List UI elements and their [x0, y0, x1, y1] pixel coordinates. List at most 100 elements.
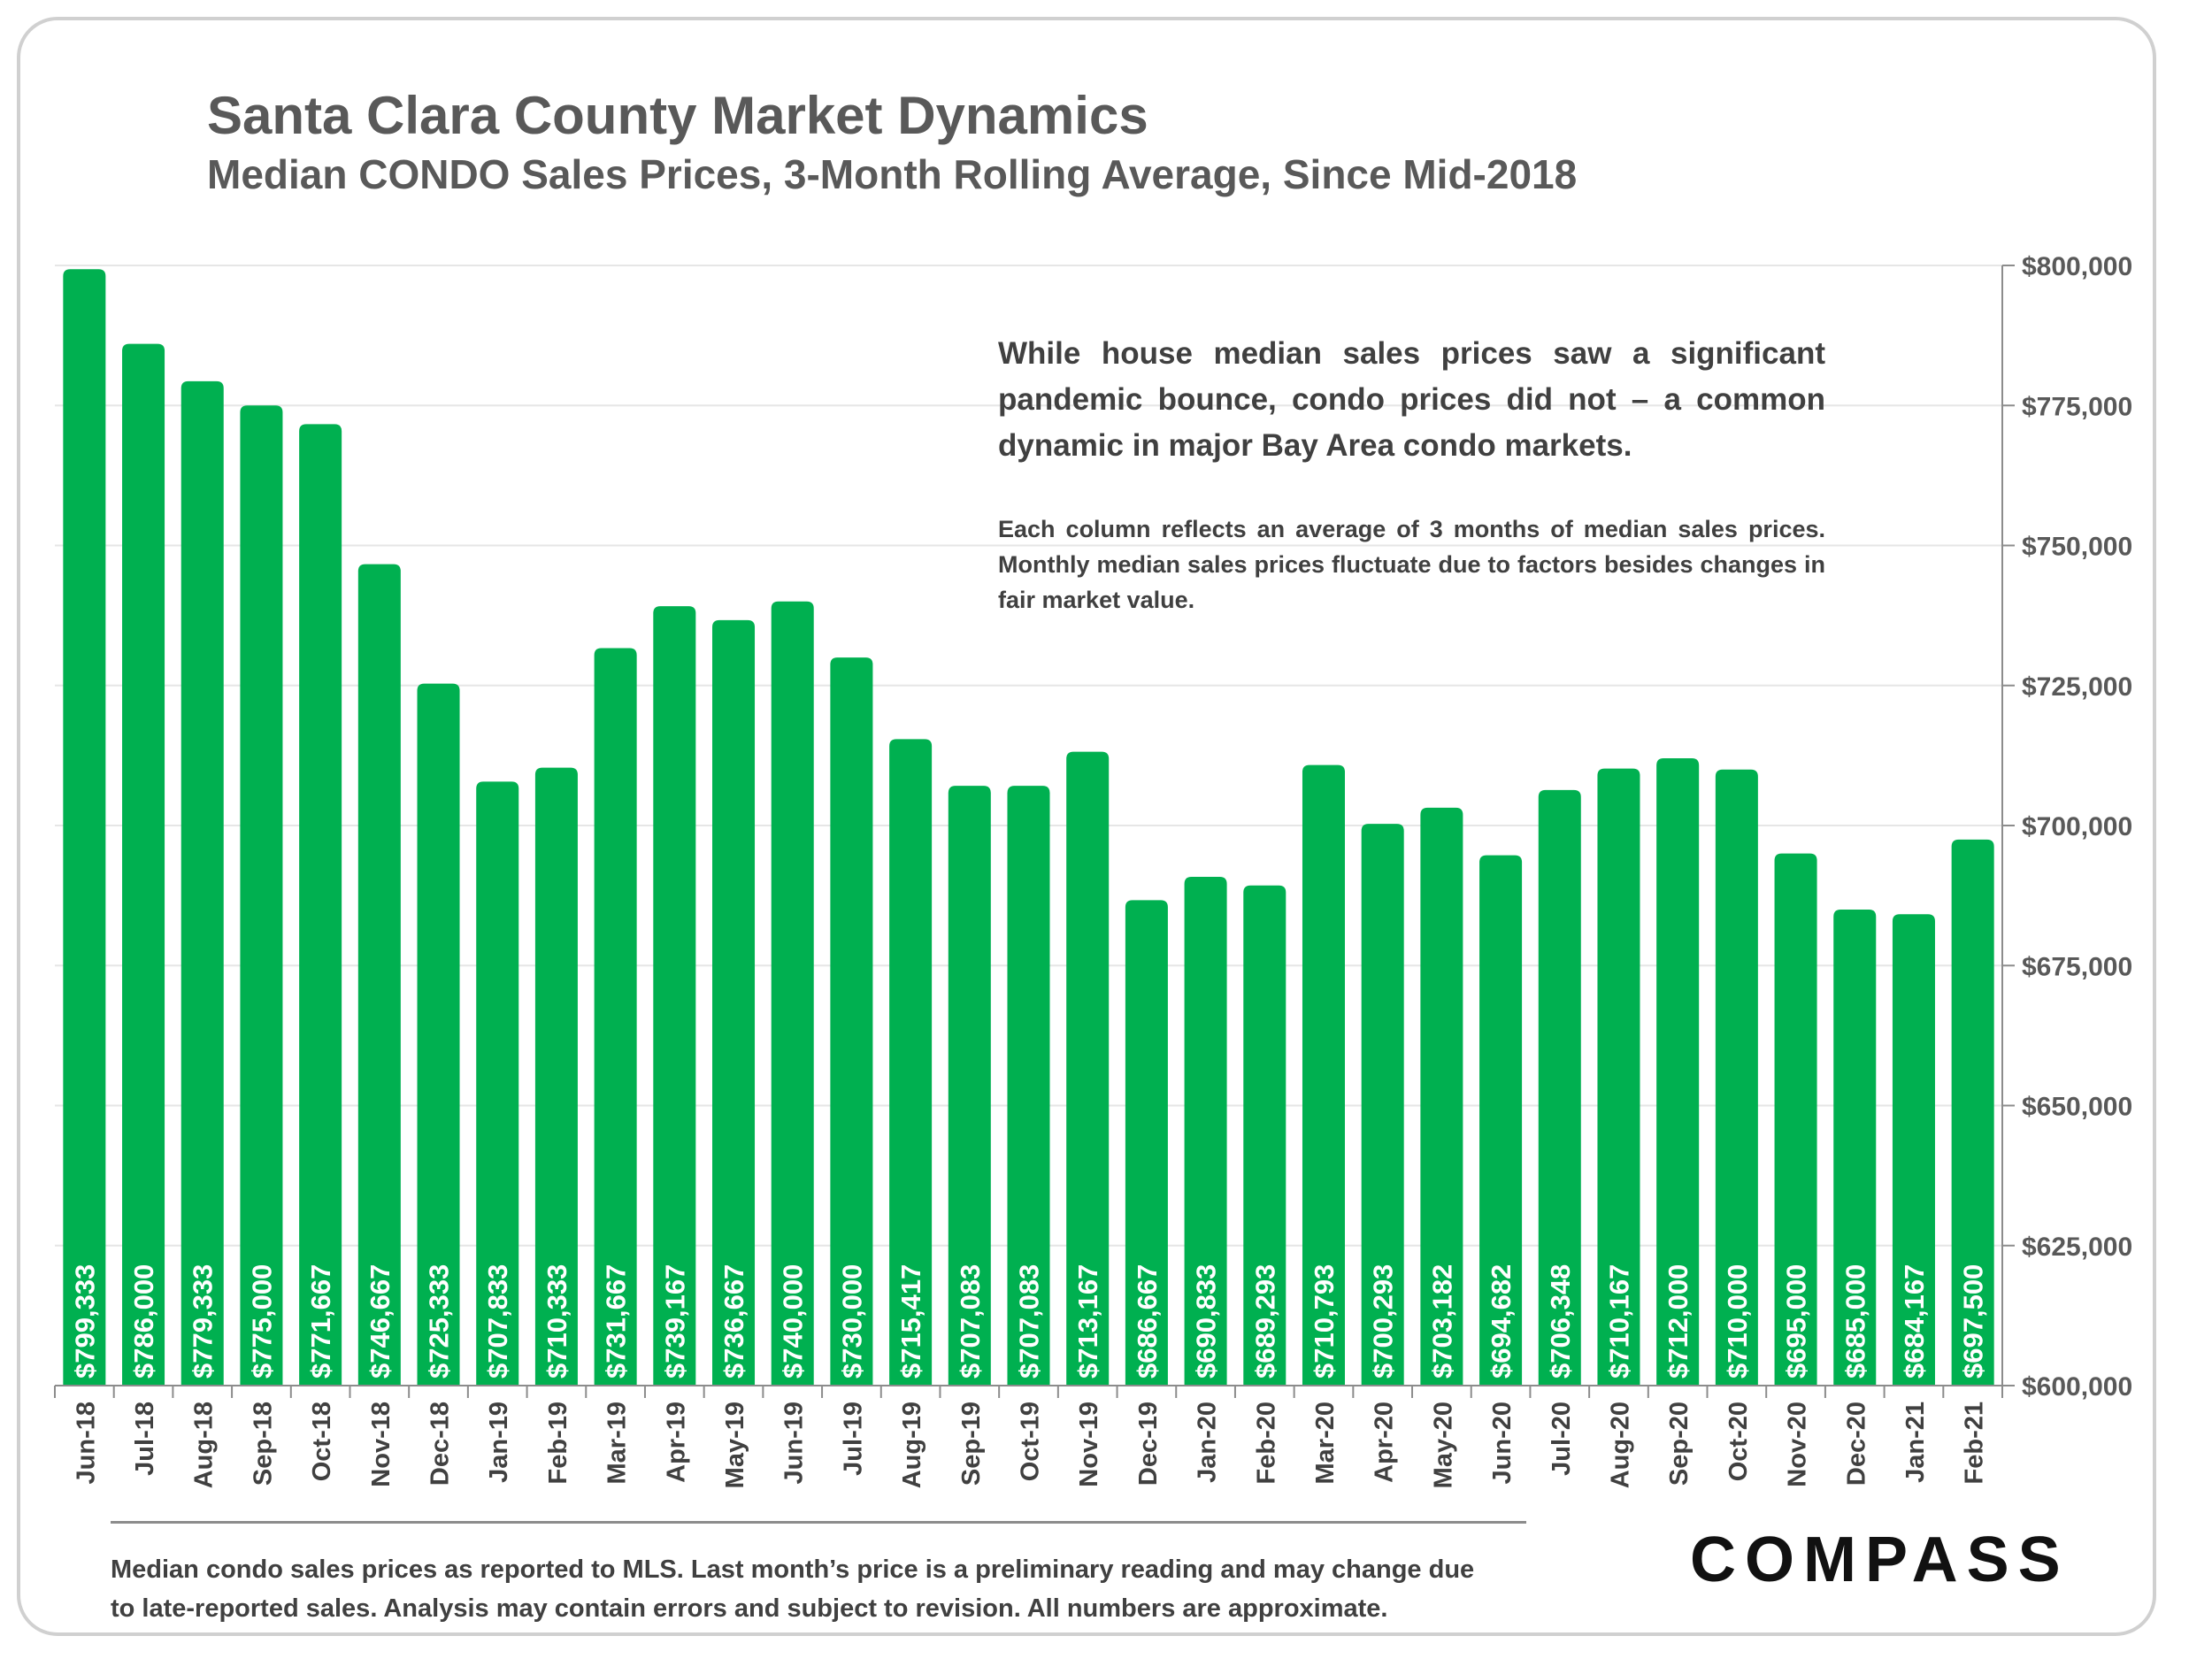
x-tick-label: Dec-18 [426, 1402, 455, 1486]
bar-value-label: $786,000 [128, 1264, 159, 1379]
bar-value-label: $703,182 [1426, 1264, 1457, 1379]
y-tick-label: $775,000 [2022, 392, 2132, 421]
x-tick-label: Feb-20 [1252, 1402, 1280, 1484]
bar-value-label: $771,667 [305, 1264, 336, 1379]
chart-subtitle: Median CONDO Sales Prices, 3-Month Rolli… [207, 151, 1578, 197]
x-tick-label: Feb-19 [544, 1402, 572, 1484]
x-tick-label: Apr-19 [662, 1402, 690, 1483]
footer-divider [111, 1521, 1526, 1524]
y-tick-label: $725,000 [2022, 672, 2132, 702]
axes: $600,000 $625,000 $650,000 $675,000 $700,000… [54, 252, 2132, 1488]
bar [1715, 769, 1758, 1386]
y-tick-label: $700,000 [2022, 812, 2132, 841]
x-tick-label: Jan-20 [1194, 1402, 1222, 1483]
bar-value-label: $799,333 [69, 1264, 100, 1379]
bar [1597, 768, 1640, 1386]
compass-logo: COMPASS [1690, 1525, 2070, 1595]
bar [1774, 853, 1817, 1386]
x-tick-label: Mar-19 [603, 1402, 632, 1485]
bar-value-label: $740,000 [778, 1264, 809, 1379]
bar [534, 767, 578, 1386]
bar-value-label: $712,000 [1663, 1264, 1694, 1379]
bar [1125, 900, 1168, 1386]
bar-value-label: $713,167 [1072, 1264, 1103, 1379]
x-tick-label: Oct-19 [1017, 1402, 1045, 1481]
x-tick-label: Oct-18 [308, 1402, 336, 1481]
bar-value-label: $710,000 [1722, 1264, 1753, 1379]
y-tick-label: $675,000 [2022, 952, 2132, 981]
y-tick-label: $600,000 [2022, 1372, 2132, 1402]
bar [357, 564, 401, 1386]
annotation-main: While house median sales prices saw a si… [998, 336, 1825, 463]
bar [1538, 789, 1581, 1386]
bar-value-label: $695,000 [1781, 1264, 1812, 1379]
bar [712, 619, 756, 1386]
bar [240, 405, 283, 1386]
bar-value-label: $686,667 [1132, 1264, 1163, 1379]
bar [1656, 758, 1700, 1386]
bar-value-label: $685,000 [1839, 1264, 1870, 1379]
bar [948, 786, 991, 1386]
x-tick-label: Jun-18 [72, 1402, 100, 1484]
bar [1007, 786, 1050, 1386]
bar [1184, 877, 1227, 1386]
x-tick-label: Jun-19 [780, 1402, 809, 1484]
bar [1420, 807, 1463, 1386]
x-tick-label: Aug-19 [898, 1402, 926, 1488]
y-tick-label: $625,000 [2022, 1233, 2132, 1262]
bar [417, 683, 460, 1386]
bar-value-label: $710,793 [1309, 1264, 1340, 1379]
footnote: Median condo sales prices as reported to… [111, 1550, 1562, 1628]
x-tick-label: Jul-19 [839, 1402, 867, 1476]
bar [653, 606, 696, 1386]
x-tick-label: May-19 [721, 1402, 749, 1488]
bar-value-label: $706,348 [1545, 1264, 1576, 1379]
bar-value-label: $725,333 [424, 1264, 455, 1379]
x-tick-label: Jan-21 [1901, 1402, 1930, 1483]
bar-value-label: $779,333 [188, 1264, 219, 1379]
x-tick-label: Jan-19 [485, 1402, 513, 1483]
x-tick-label: Jul-18 [131, 1402, 159, 1476]
x-tick-label: Oct-20 [1724, 1402, 1753, 1481]
x-tick-label: Jul-20 [1548, 1402, 1576, 1476]
bar-value-label: $689,293 [1249, 1264, 1280, 1379]
bar-value-label: $739,167 [659, 1264, 690, 1379]
chart-title: Santa Clara County Market Dynamics [207, 86, 1148, 145]
x-tick-label: May-20 [1429, 1402, 1457, 1488]
bar-value-label: $775,000 [246, 1264, 277, 1379]
bar [180, 380, 224, 1386]
x-tick-label: Dec-20 [1842, 1402, 1870, 1486]
bar [1479, 855, 1523, 1386]
bar [1243, 885, 1286, 1386]
x-tick-label: Nov-18 [367, 1402, 396, 1487]
x-tick-label: Dec-19 [1134, 1402, 1163, 1486]
bar-value-label: $710,333 [541, 1264, 572, 1379]
footnote-line-2: to late-reported sales. Analysis may con… [111, 1594, 1388, 1623]
x-tick-label: Aug-18 [190, 1402, 219, 1488]
bar [830, 657, 873, 1386]
bar [1066, 751, 1110, 1386]
bar-value-label: $690,833 [1191, 1264, 1222, 1379]
x-tick-label: Nov-19 [1075, 1402, 1103, 1487]
x-tick-label: Sep-19 [957, 1402, 986, 1486]
bars: $799,333 $786,000 $779,333 $775,000 $771,667… [63, 269, 1994, 1386]
bar [63, 269, 106, 1386]
bar-chart: $799,333 $786,000 $779,333 $775,000 $771,667… [54, 252, 2132, 1488]
bar [1951, 839, 1994, 1386]
x-tick-label: Mar-20 [1311, 1402, 1340, 1485]
bar-value-label: $731,667 [601, 1264, 632, 1379]
x-tick-label: Nov-20 [1784, 1402, 1812, 1487]
bar [1892, 914, 1935, 1386]
bar-value-label: $697,500 [1958, 1264, 1989, 1379]
bar-value-label: $730,000 [836, 1264, 867, 1379]
bar [1361, 824, 1404, 1386]
bar-value-label: $684,167 [1899, 1264, 1930, 1379]
x-tick-label: Aug-20 [1606, 1402, 1634, 1488]
bar [1302, 764, 1345, 1386]
footnote-line-1: Median condo sales prices as reported to… [111, 1555, 1475, 1584]
bar-value-label: $707,083 [955, 1264, 986, 1379]
bar [1833, 909, 1877, 1386]
bar [594, 648, 637, 1386]
x-tick-label: Sep-20 [1665, 1402, 1694, 1486]
x-tick-label: Jun-20 [1488, 1402, 1517, 1484]
